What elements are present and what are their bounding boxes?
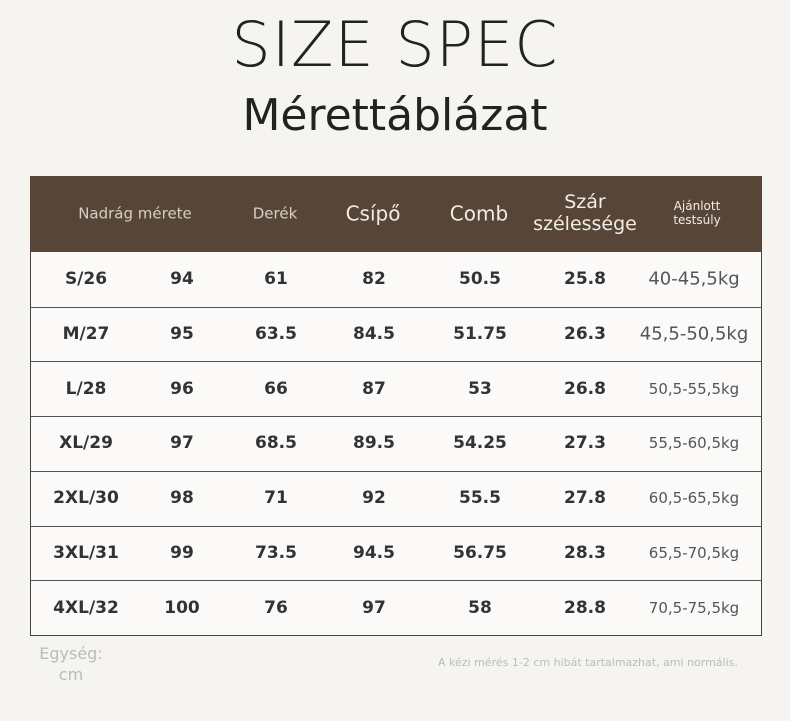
table-cell: 70,5-75,5kg (648, 598, 740, 617)
header-cell: Derék (252, 204, 298, 223)
table-cell: 87 (362, 378, 386, 399)
table-cell: 92 (362, 488, 386, 509)
table-cell: 94.5 (353, 542, 395, 563)
title: SIZE SPEC (231, 8, 559, 81)
table-cell: 51.75 (453, 324, 507, 345)
table-cell: 82 (362, 269, 386, 290)
table-header: Nadrág mérete Derék Csípő Comb Szár szélessé… (30, 176, 762, 252)
table-cell: 26.3 (564, 324, 606, 345)
table-cell: 55,5-60,5kg (648, 434, 740, 453)
table-cell: 25.8 (564, 269, 606, 290)
table-cell: 4XL/32 (53, 597, 119, 618)
table-cell: 27.3 (564, 433, 606, 454)
header-cell: Ajánlott testsúly (673, 199, 721, 227)
table-cell: 71 (264, 488, 288, 509)
table-cell: 26.8 (564, 378, 606, 399)
table-cell: 65,5-70,5kg (648, 543, 740, 562)
table-cell: 96 (170, 378, 194, 399)
table-cell: 55.5 (459, 488, 501, 509)
table-cell: 99 (170, 542, 194, 563)
table-cell: 45,5-50,5kg (639, 323, 749, 345)
table-cell: 50,5-55,5kg (648, 379, 740, 398)
table-cell: 27.8 (564, 488, 606, 509)
table-cell: 84.5 (353, 324, 395, 345)
table-cell: 68.5 (255, 433, 297, 454)
row-divider (31, 525, 761, 527)
table-cell: 63.5 (255, 324, 297, 345)
header-cell: Szár szélessége (533, 191, 637, 235)
table-cell: 28.8 (564, 597, 606, 618)
row-divider (31, 306, 761, 308)
table-cell: 97 (170, 433, 194, 454)
table-body: S/26 94 61 82 50.5 25.8 40-45,5kg M/27 95 63.5 84.… (30, 252, 762, 636)
row-divider (31, 470, 761, 472)
header-cell: Nadrág mérete (78, 204, 192, 223)
table-cell: S/26 (64, 269, 108, 290)
row-divider (31, 416, 761, 418)
table-cell: 56.75 (453, 542, 507, 563)
table-cell: 95 (170, 324, 194, 345)
table-cell: 97 (362, 597, 386, 618)
table-cell: 66 (264, 378, 288, 399)
table-cell: L/28 (65, 378, 107, 399)
table-cell: 40-45,5kg (648, 268, 740, 290)
table-cell: 76 (264, 597, 288, 618)
table-cell: M/27 (62, 324, 110, 345)
table-cell: 100 (164, 597, 200, 618)
row-divider (31, 580, 761, 582)
table-cell: 28.3 (564, 542, 606, 563)
row-divider (31, 361, 761, 363)
table-cell: 50.5 (459, 269, 501, 290)
table-cell: XL/29 (59, 433, 113, 454)
table-cell: 89.5 (353, 433, 395, 454)
table-cell: 61 (264, 269, 288, 290)
table-cell: 73.5 (255, 542, 297, 563)
table-cell: 3XL/31 (53, 542, 119, 563)
note: A kézi mérés 1-2 cm hibát tartalmazhat, … (438, 656, 738, 669)
table-cell: 2XL/30 (53, 488, 119, 509)
table-cell: 54.25 (453, 433, 507, 454)
header-cell: Csípő (345, 201, 401, 226)
table-cell: 60,5-65,5kg (648, 489, 740, 508)
subtitle: Mérettáblázat (242, 90, 548, 141)
table-cell: 98 (170, 488, 194, 509)
table-cell: 58 (468, 597, 492, 618)
header-cell: Comb (449, 201, 509, 226)
unit: Egység: cm (39, 644, 103, 684)
table-cell: 94 (170, 269, 194, 290)
table-cell: 53 (468, 378, 492, 399)
